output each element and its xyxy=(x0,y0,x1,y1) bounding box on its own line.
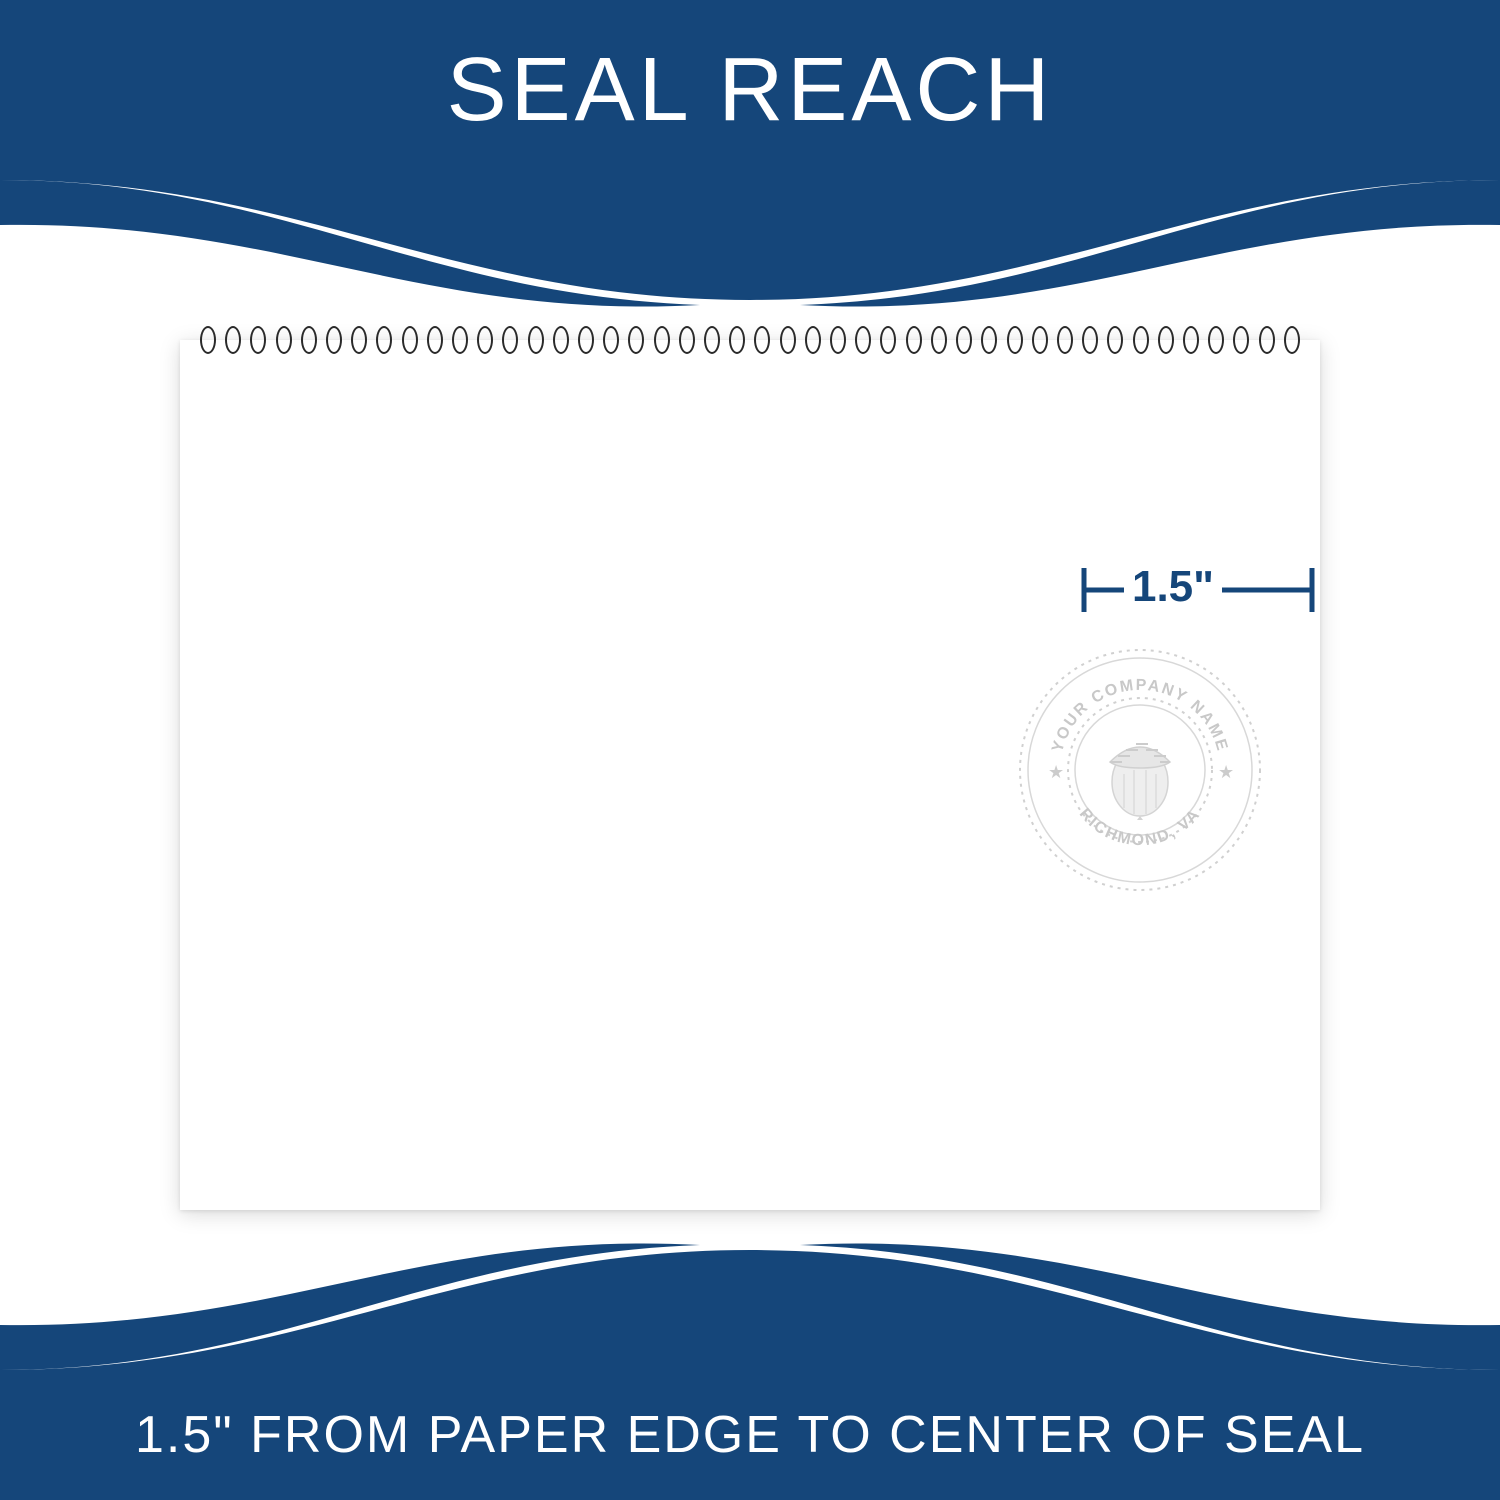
spiral-ring xyxy=(780,326,796,354)
spiral-ring xyxy=(628,326,644,354)
header-banner: SEAL REACH xyxy=(0,0,1500,180)
spiral-ring xyxy=(1158,326,1174,354)
spiral-ring xyxy=(351,326,367,354)
spiral-ring xyxy=(931,326,947,354)
spiral-ring xyxy=(250,326,266,354)
header-title: SEAL REACH xyxy=(447,39,1054,142)
svg-text:★: ★ xyxy=(1048,762,1064,782)
embossed-seal: YOUR COMPANY NAME RICHMOND, VA ★ ★ xyxy=(1010,640,1270,900)
spiral-ring xyxy=(1208,326,1224,354)
spiral-ring xyxy=(754,326,770,354)
footer-text: 1.5" FROM PAPER EDGE TO CENTER OF SEAL xyxy=(135,1405,1365,1465)
spiral-ring xyxy=(376,326,392,354)
spiral-ring xyxy=(805,326,821,354)
seal-text-top: YOUR COMPANY NAME xyxy=(1049,677,1231,754)
spiral-ring xyxy=(1057,326,1073,354)
spiral-ring xyxy=(1183,326,1199,354)
spiral-ring xyxy=(502,326,518,354)
spiral-ring xyxy=(528,326,544,354)
spiral-ring xyxy=(654,326,670,354)
spiral-binding xyxy=(200,322,1300,358)
spiral-ring xyxy=(427,326,443,354)
spiral-ring xyxy=(679,326,695,354)
spiral-ring xyxy=(1233,326,1249,354)
spiral-ring xyxy=(603,326,619,354)
spiral-ring xyxy=(880,326,896,354)
spiral-ring xyxy=(906,326,922,354)
spiral-ring xyxy=(1082,326,1098,354)
seal-emblem-icon xyxy=(1110,744,1170,820)
spiral-ring xyxy=(1107,326,1123,354)
spiral-ring xyxy=(477,326,493,354)
spiral-ring xyxy=(704,326,720,354)
spiral-ring xyxy=(1284,326,1300,354)
spiral-ring xyxy=(276,326,292,354)
spiral-ring xyxy=(200,326,216,354)
svg-text:★: ★ xyxy=(1218,762,1234,782)
spiral-ring xyxy=(452,326,468,354)
spiral-ring xyxy=(225,326,241,354)
spiral-ring xyxy=(1032,326,1048,354)
spiral-ring xyxy=(1259,326,1275,354)
spiral-ring xyxy=(301,326,317,354)
spiral-ring xyxy=(956,326,972,354)
svg-text:YOUR COMPANY NAME: YOUR COMPANY NAME xyxy=(1049,677,1231,754)
spiral-ring xyxy=(830,326,846,354)
spiral-ring xyxy=(553,326,569,354)
footer-banner: 1.5" FROM PAPER EDGE TO CENTER OF SEAL xyxy=(0,1370,1500,1500)
spiral-ring xyxy=(981,326,997,354)
spiral-ring xyxy=(1007,326,1023,354)
spiral-ring xyxy=(326,326,342,354)
spiral-ring xyxy=(578,326,594,354)
spiral-ring xyxy=(729,326,745,354)
spiral-ring xyxy=(1133,326,1149,354)
measurement-label: 1.5" xyxy=(1124,562,1222,612)
spiral-ring xyxy=(855,326,871,354)
spiral-ring xyxy=(402,326,418,354)
